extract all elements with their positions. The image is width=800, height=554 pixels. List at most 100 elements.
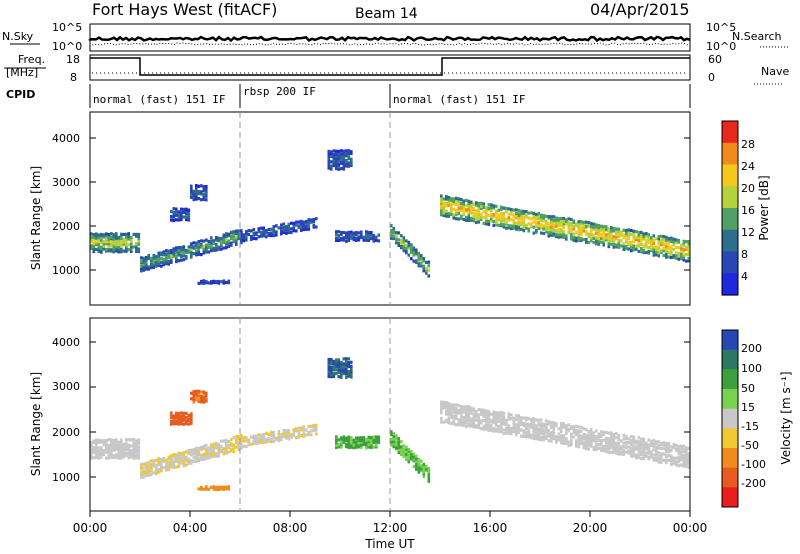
power-echo-cell xyxy=(490,219,493,223)
power-echo-cell xyxy=(667,247,671,251)
velocity-echo-cell xyxy=(295,436,298,440)
velocity-echo-cell xyxy=(647,455,651,459)
velocity-echo-cell xyxy=(287,429,291,433)
velocity-echo-cell xyxy=(532,425,536,429)
power-echo-cell xyxy=(652,234,656,238)
velocity-echo-cell xyxy=(642,450,646,454)
power-echo-cell xyxy=(157,259,161,263)
power-echo-cell xyxy=(345,164,348,168)
velocity-echo-cell xyxy=(427,479,431,483)
velocity-echo-cell xyxy=(140,462,143,466)
velocity-echo-cell xyxy=(190,421,193,425)
power-echo-cell xyxy=(665,242,668,246)
velocity-echo-cell xyxy=(357,445,361,449)
power-echo-cell xyxy=(235,239,238,243)
velocity-echo-cell xyxy=(590,442,593,446)
velocity-echo-cell xyxy=(630,454,633,458)
power-echo-cell xyxy=(650,238,653,242)
velocity-echo-cell xyxy=(232,449,236,453)
power-echo-cell xyxy=(647,246,651,250)
cpid-mode-2: rbsp 200 IF xyxy=(243,85,316,98)
power-echo-cell xyxy=(557,217,561,221)
velocity-echo-cell xyxy=(460,412,463,416)
power-echo-cell xyxy=(95,232,98,236)
velocity-echo-cell xyxy=(147,462,151,467)
power-echo-cell xyxy=(175,210,178,214)
velocity-echo-cell xyxy=(285,434,288,438)
velocity-echo-cell xyxy=(677,460,681,464)
velocity-echo-cell xyxy=(652,442,656,446)
velocity-echo-cell xyxy=(495,419,498,423)
power-echo-cell xyxy=(350,163,353,167)
velocity-echo-cell xyxy=(190,461,193,465)
date-title: 04/Apr/2015 xyxy=(590,0,690,19)
velocity-echo-cell xyxy=(580,438,583,442)
velocity-echo-cell xyxy=(280,437,283,442)
velocity-echo-cell xyxy=(165,465,168,469)
velocity-echo-cell xyxy=(477,416,481,420)
velocity-echo-cell xyxy=(282,429,286,433)
power-echo-cell xyxy=(612,239,616,243)
velocity-echo-cell xyxy=(210,443,213,447)
power-echo-cell xyxy=(507,212,511,216)
power-echo-cell xyxy=(515,214,518,218)
velocity-echo-cell xyxy=(120,446,123,450)
velocity-echo-cell xyxy=(637,442,641,446)
power-echo-cell xyxy=(550,222,553,226)
velocity-echo-cell xyxy=(142,462,146,466)
power-echo-cell xyxy=(145,263,148,267)
velocity-echo-cell xyxy=(117,440,121,444)
velocity-echo-cell xyxy=(650,455,653,459)
power-echo-cell xyxy=(222,238,226,242)
velocity-cbar-label: Velocity [m s⁻¹] xyxy=(779,371,793,464)
velocity-echo-cell xyxy=(442,420,446,424)
power-echo-cell xyxy=(647,249,651,254)
power-echo-cell xyxy=(680,247,683,251)
velocity-ytick-3000: 3000 xyxy=(52,380,80,393)
velocity-echo-cell xyxy=(142,475,146,479)
power-echo-cell xyxy=(547,215,551,219)
velocity-echo-cell xyxy=(345,367,348,371)
velocity-echo-cell xyxy=(117,453,121,458)
velocity-echo-cell xyxy=(502,428,506,432)
power-echo-cell xyxy=(95,247,98,251)
power-echo-cell xyxy=(580,238,583,243)
power-echo-cell xyxy=(185,254,188,259)
velocity-echo-cell xyxy=(240,442,243,446)
velocity-echo-cell xyxy=(510,429,513,433)
velocity-echo-cell xyxy=(130,453,133,457)
power-echo-cell xyxy=(157,251,161,255)
power-echo-cell xyxy=(657,254,661,258)
velocity-echo-cell xyxy=(607,444,611,448)
power-echo-cell xyxy=(637,244,641,248)
velocity-echo-cell xyxy=(475,409,478,414)
power-echo-cell xyxy=(510,210,513,214)
velocity-echo-cell xyxy=(612,432,616,437)
velocity-echo-cell xyxy=(152,464,156,468)
power-echo-cell xyxy=(210,245,213,249)
velocity-echo-cell xyxy=(157,460,161,464)
velocity-echo-cell xyxy=(205,487,208,491)
power-echo-cell xyxy=(465,218,468,222)
velocity-echo-cell xyxy=(622,452,626,456)
power-echo-cell xyxy=(472,206,476,210)
velocity-echo-cell xyxy=(225,448,228,452)
velocity-echo-cell xyxy=(297,430,301,434)
power-echo-cell xyxy=(442,197,446,201)
velocity-echo-cell xyxy=(565,437,568,441)
power-ytick-3000: 3000 xyxy=(52,176,80,189)
power-echo-cell xyxy=(225,234,228,238)
velocity-echo-cell xyxy=(657,460,661,464)
power-echo-cell xyxy=(417,264,421,268)
velocity-echo-cell xyxy=(102,450,106,454)
velocity-echo-cell xyxy=(182,417,186,421)
power-echo-cell xyxy=(252,227,256,232)
velocity-echo-cell xyxy=(407,449,411,453)
power-echo-cell xyxy=(207,246,211,250)
power-echo-cell xyxy=(455,211,458,215)
velocity-echo-cell xyxy=(117,449,121,453)
velocity-echo-cell xyxy=(665,459,668,463)
power-echo-cell xyxy=(462,202,466,206)
velocity-echo-cell xyxy=(212,452,216,456)
velocity-echo-cell xyxy=(495,423,498,427)
